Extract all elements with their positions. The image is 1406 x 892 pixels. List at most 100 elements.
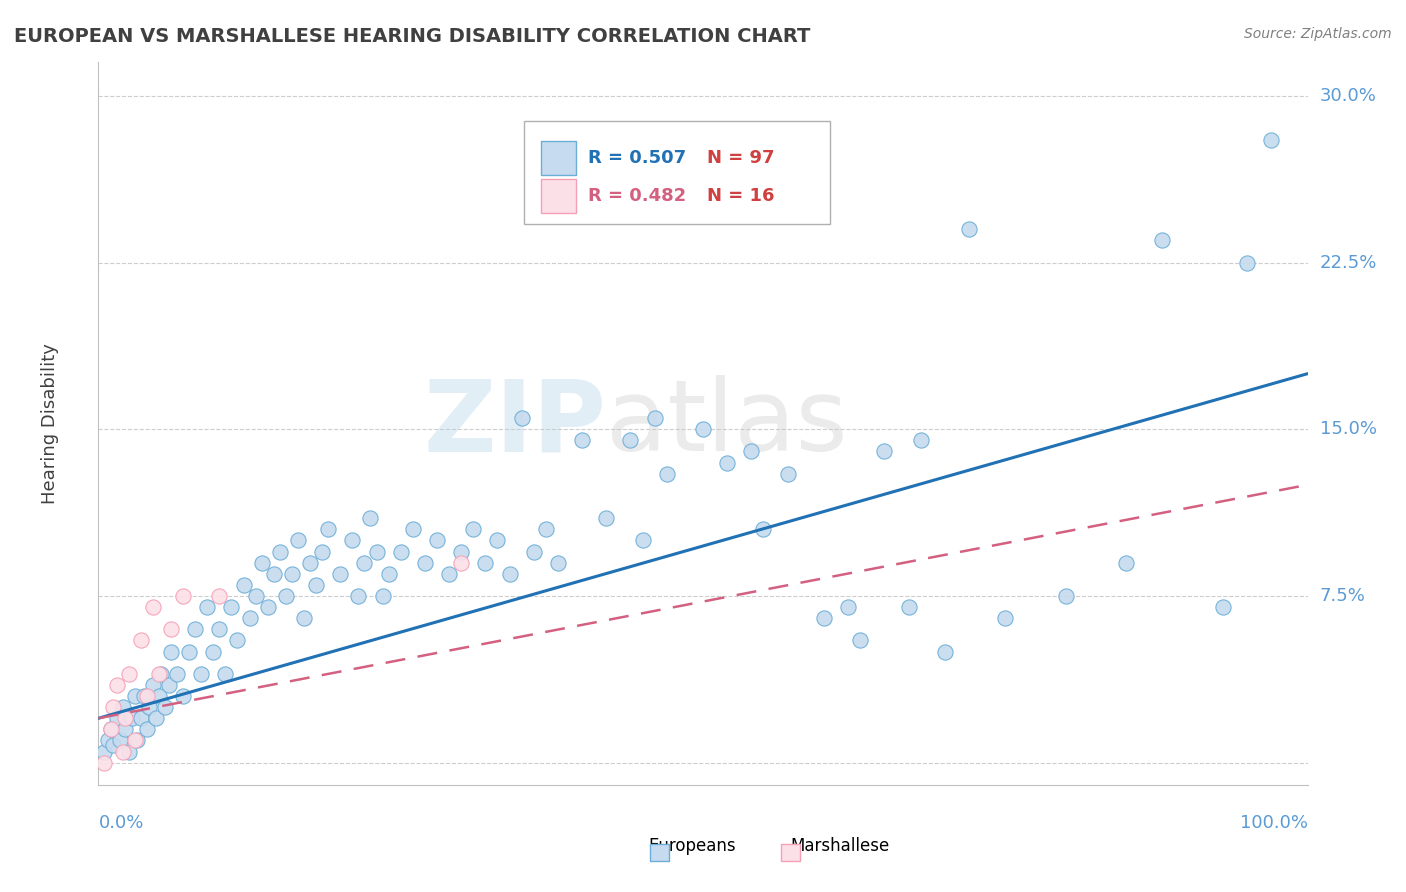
Point: [118, 745, 141, 759]
Point: [142, 678, 165, 692]
Text: Source: ZipAtlas.com: Source: ZipAtlas.com: [1244, 27, 1392, 41]
Point: [105, 711, 128, 725]
Point: [160, 644, 183, 658]
Point: [523, 544, 546, 558]
Point: [619, 434, 641, 448]
Point: [121, 711, 143, 725]
Point: [105, 678, 128, 692]
Point: [402, 522, 425, 536]
Point: [510, 411, 533, 425]
Text: Europeans: Europeans: [648, 838, 737, 855]
Point: [93, 756, 115, 770]
Text: atlas: atlas: [606, 376, 848, 472]
Point: [329, 566, 352, 581]
Point: [571, 434, 593, 448]
Text: ZIP: ZIP: [423, 376, 606, 472]
Point: [957, 222, 980, 236]
Point: [150, 666, 173, 681]
Point: [1212, 600, 1234, 615]
Point: [776, 467, 799, 481]
Point: [1260, 133, 1282, 147]
Point: [299, 556, 322, 570]
Text: 0.0%: 0.0%: [98, 814, 143, 832]
Point: [413, 556, 436, 570]
Point: [232, 578, 254, 592]
Point: [450, 556, 472, 570]
Point: [342, 533, 364, 548]
Point: [813, 611, 835, 625]
Point: [142, 600, 165, 615]
Point: [910, 434, 932, 448]
Point: [208, 623, 231, 637]
Point: [897, 600, 920, 615]
Point: [426, 533, 449, 548]
Point: [100, 723, 122, 737]
Point: [157, 678, 180, 692]
Point: [114, 711, 136, 725]
Point: [118, 666, 141, 681]
Point: [377, 566, 399, 581]
Text: 100.0%: 100.0%: [1240, 814, 1308, 832]
Point: [1236, 255, 1258, 269]
Point: [281, 566, 304, 581]
Point: [138, 700, 160, 714]
Point: [135, 689, 157, 703]
Point: [148, 689, 170, 703]
Point: [366, 544, 388, 558]
Point: [202, 644, 225, 658]
Text: Hearing Disability: Hearing Disability: [41, 343, 59, 504]
Text: Marshallese: Marshallese: [790, 838, 890, 855]
Point: [437, 566, 460, 581]
Point: [134, 689, 156, 703]
Point: [108, 733, 131, 747]
Point: [263, 566, 285, 581]
Point: [752, 522, 775, 536]
Text: R = 0.507: R = 0.507: [588, 149, 686, 167]
Point: [93, 745, 115, 759]
Point: [160, 623, 183, 637]
Point: [450, 544, 472, 558]
Point: [221, 600, 243, 615]
Point: [1054, 589, 1077, 603]
Text: 30.0%: 30.0%: [1320, 87, 1376, 104]
Point: [172, 589, 194, 603]
Point: [129, 633, 152, 648]
Point: [190, 666, 212, 681]
Point: [124, 689, 146, 703]
Point: [849, 633, 872, 648]
Point: [873, 444, 896, 458]
Point: [668, 122, 690, 136]
Text: 7.5%: 7.5%: [1320, 587, 1365, 605]
Point: [655, 467, 678, 481]
Point: [994, 611, 1017, 625]
Point: [129, 711, 152, 725]
Point: [145, 711, 167, 725]
Text: 15.0%: 15.0%: [1320, 420, 1376, 438]
Point: [837, 600, 859, 615]
Text: 22.5%: 22.5%: [1320, 253, 1376, 271]
Point: [692, 422, 714, 436]
Text: R = 0.482: R = 0.482: [588, 187, 686, 205]
Point: [274, 589, 297, 603]
Point: [114, 723, 136, 737]
Text: N = 16: N = 16: [707, 187, 775, 205]
Point: [305, 578, 328, 592]
Point: [111, 745, 134, 759]
Point: [111, 700, 134, 714]
Point: [644, 411, 666, 425]
Point: [195, 600, 218, 615]
Point: [360, 511, 382, 525]
Point: [127, 733, 149, 747]
Point: [287, 533, 309, 548]
Point: [740, 444, 762, 458]
Point: [486, 533, 509, 548]
Point: [316, 522, 339, 536]
Point: [256, 600, 278, 615]
Point: [250, 556, 273, 570]
Point: [292, 611, 315, 625]
Point: [498, 566, 520, 581]
Point: [226, 633, 249, 648]
Point: [239, 611, 262, 625]
Point: [463, 522, 485, 536]
Point: [208, 589, 231, 603]
